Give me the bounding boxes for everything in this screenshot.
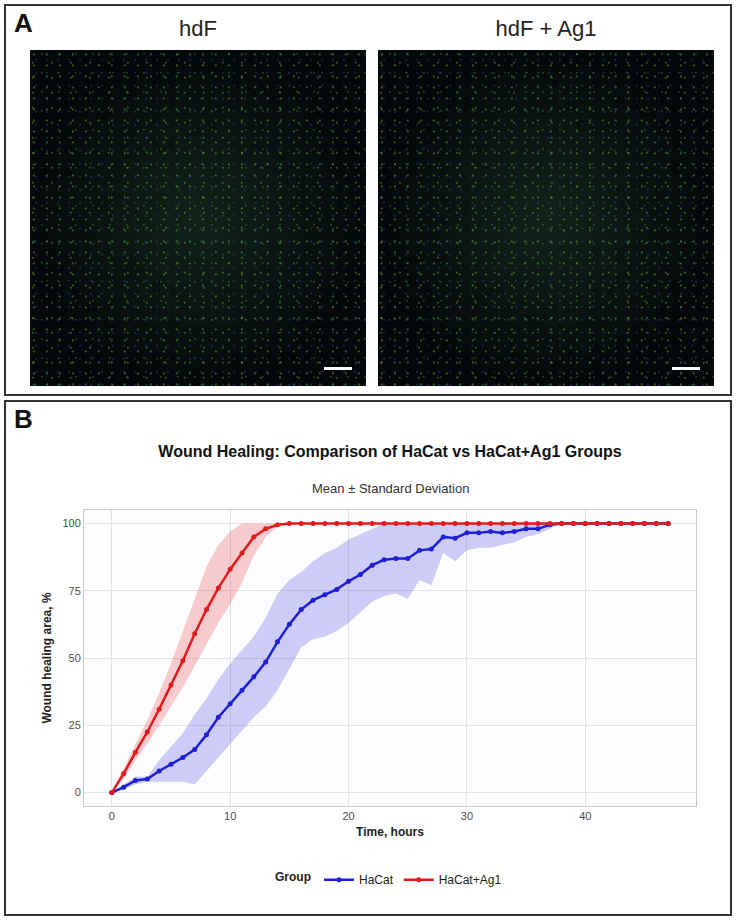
- svg-text:100: 100: [62, 517, 80, 529]
- html-text:hdF + Ag1: hdF + Ag1: [495, 16, 597, 41]
- svg-text:30: 30: [461, 810, 473, 822]
- svg-text:40: 40: [579, 810, 591, 822]
- svg-text:Wound healing area, %: Wound healing area, %: [40, 592, 54, 723]
- html-text:B: B: [14, 404, 33, 434]
- svg-text:Time, hours: Time, hours: [356, 825, 424, 839]
- html-text:A: A: [14, 8, 33, 38]
- svg-text:0: 0: [109, 810, 115, 822]
- svg-text:75: 75: [69, 585, 81, 597]
- svg-text:Wound Healing: Comparison of H: Wound Healing: Comparison of HaCat vs Ha…: [158, 443, 621, 460]
- svg-text:10: 10: [224, 810, 236, 822]
- svg-text:25: 25: [69, 719, 81, 731]
- svg-text:Mean ± Standard Deviation: Mean ± Standard Deviation: [312, 481, 469, 496]
- svg-text:20: 20: [342, 810, 354, 822]
- svg-text:HaCat: HaCat: [359, 873, 394, 887]
- svg-text:HaCat+Ag1: HaCat+Ag1: [439, 873, 502, 887]
- html-text:hdF: hdF: [179, 16, 217, 41]
- svg-text:50: 50: [69, 652, 81, 664]
- svg-text:0: 0: [75, 786, 81, 798]
- svg-text:Group: Group: [275, 870, 311, 884]
